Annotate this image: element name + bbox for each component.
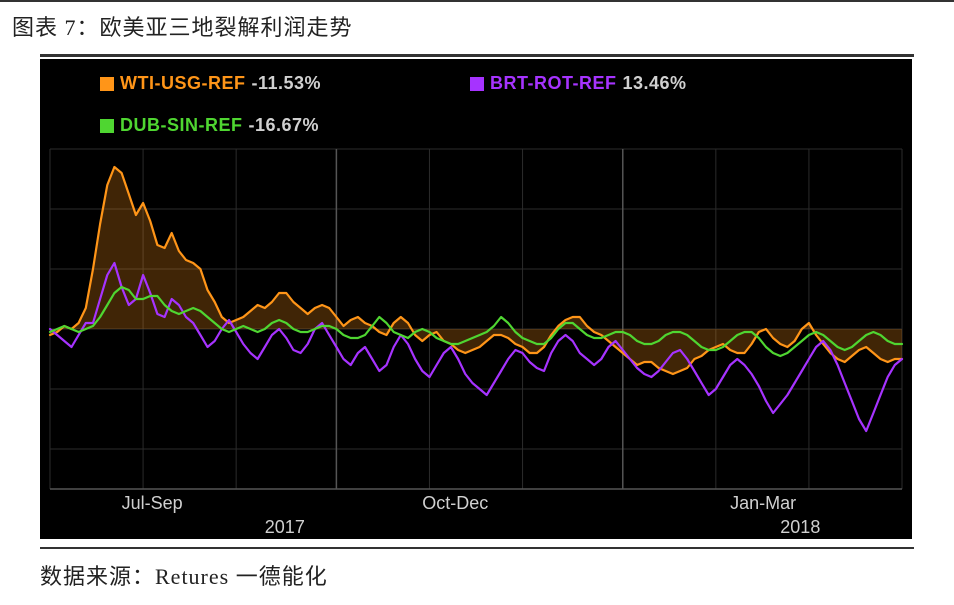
chart-container: Jul-Sep Oct-Dec Jan-Mar 2017 2018 WTI-USG-RE… [40,54,914,539]
legend-swatch-brt [470,77,484,91]
legend-value-dub: -16.67% [249,115,320,136]
chart-plot-area: Jul-Sep Oct-Dec Jan-Mar 2017 2018 WTI-USG-RE… [40,59,912,539]
legend-value-wti: -11.53% [251,73,321,94]
svg-text:2018: 2018 [780,517,820,537]
legend-label-wti: WTI-USG-REF [120,73,245,94]
svg-text:Jan-Mar: Jan-Mar [730,493,796,513]
legend-item-wti: WTI-USG-REF -11.53% [100,73,321,94]
legend-swatch-dub [100,119,114,133]
legend-swatch-wti [100,77,114,91]
data-source: 数据来源：Retures 一德能化 [40,547,914,591]
legend-label-brt: BRT-ROT-REF [490,73,617,94]
svg-text:2017: 2017 [265,517,305,537]
svg-text:Oct-Dec: Oct-Dec [422,493,488,513]
chart-title: 图表 7：欧美亚三地裂解利润走势 [0,0,954,50]
legend-item-brt: BRT-ROT-REF 13.46% [470,73,687,94]
legend-label-dub: DUB-SIN-REF [120,115,243,136]
svg-text:Jul-Sep: Jul-Sep [122,493,183,513]
legend-value-brt: 13.46% [623,73,687,94]
legend-item-dub: DUB-SIN-REF -16.67% [100,115,319,136]
